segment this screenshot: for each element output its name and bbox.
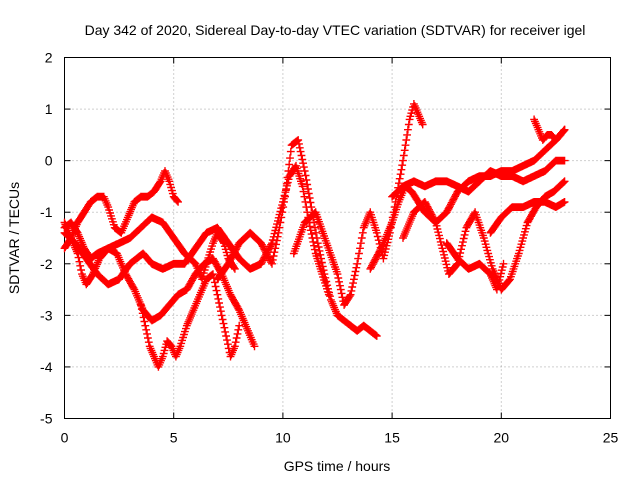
series-track-11 (442, 239, 508, 294)
data-point-markers (486, 198, 569, 237)
y-tick-label: 1 (45, 101, 53, 117)
axis-ticks (64, 57, 611, 419)
data-point-markers (399, 177, 569, 294)
series-track-12 (486, 198, 569, 237)
y-tick-label: -3 (40, 307, 53, 323)
data-point-markers (388, 156, 569, 201)
y-tick-label: 2 (45, 50, 53, 66)
x-tick-labels: 0 5 10 15 20 25 (61, 430, 619, 446)
x-tick-label: 15 (384, 430, 400, 446)
series-track-13 (530, 115, 569, 144)
x-tick-label: 10 (275, 430, 291, 446)
y-tick-label: -1 (40, 204, 53, 220)
chart-title: Day 342 of 2020, Sidereal Day-to-day VTE… (85, 22, 586, 38)
series-track-5 (60, 161, 333, 299)
y-tick-label: -2 (40, 256, 53, 272)
series-track-9 (388, 156, 569, 201)
y-tick-label: -5 (40, 411, 53, 427)
data-marks (60, 100, 569, 371)
data-point-markers (530, 115, 569, 144)
x-tick-label: 25 (603, 430, 619, 446)
data-point-markers (442, 239, 508, 294)
y-axis-label: SDTVAR / TECUs (6, 182, 22, 294)
series-track-10 (399, 177, 569, 294)
data-point-markers (60, 218, 259, 351)
series-track-3 (60, 218, 259, 351)
series-track-6 (213, 136, 381, 340)
grid (64, 57, 611, 419)
x-tick-label: 0 (61, 430, 69, 446)
x-tick-label: 20 (494, 430, 510, 446)
series-track-4 (137, 270, 244, 371)
plot-frame (64, 57, 611, 419)
data-point-markers (137, 270, 244, 371)
y-tick-label: -4 (40, 359, 53, 375)
y-tick-labels: -5 -4 -3 -2 -1 0 1 2 (40, 50, 53, 427)
y-tick-label: 0 (45, 153, 53, 169)
data-point-markers (60, 161, 333, 299)
data-point-markers (213, 136, 381, 340)
x-tick-label: 5 (170, 430, 178, 446)
x-axis-label: GPS time / hours (284, 458, 391, 474)
